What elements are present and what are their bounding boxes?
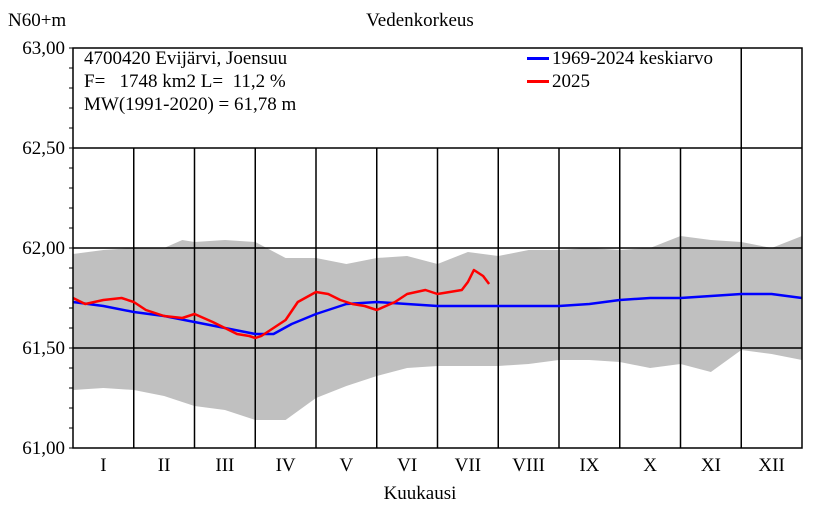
y-tick-label: 61,00 [22,438,65,459]
x-tick-label-X: X [643,455,657,476]
legend-swatch-2025 [527,80,549,83]
legend-swatch-mean [527,57,549,60]
x-tick-label-II: II [158,455,171,476]
series-line-mean [72,292,803,336]
x-tick-label-III: III [215,455,234,476]
station-mean: MW(1991-2020) = 61,78 m [84,94,297,115]
x-tick-label-VII: VII [455,455,481,476]
y-axis-label: N60+m [8,10,67,31]
station-name: 4700420 Evijärvi, Joensuu [84,48,288,69]
y-tick-label: 61,50 [22,338,65,359]
series-line-2025 [72,268,491,340]
plot-frame [72,47,803,449]
x-tick-label-VIII: VIII [512,455,545,476]
x-tick-label-XI: XI [701,455,721,476]
x-tick-label-I: I [100,455,106,476]
y-tick-label: 62,00 [22,238,65,259]
x-tick-label-IV: IV [276,455,296,476]
legend-item-mean: 1969-2024 keskiarvo [527,47,713,70]
x-axis-label: Kuukausi [383,483,457,504]
station-area: F= 1748 km2 L= 11,2 % [84,71,286,92]
legend: 1969-2024 keskiarvo 2025 [527,47,713,93]
chart-title: Vedenkorkeus [366,10,474,31]
y-tick-label: 62,50 [22,138,65,159]
legend-label-mean: 1969-2024 keskiarvo [552,48,713,69]
x-tick-label-XII: XII [758,455,784,476]
x-tick-label-VI: VI [397,455,417,476]
station-info: 4700420 Evijärvi, Joensuu F= 1748 km2 L=… [84,47,296,116]
x-tick-label-IX: IX [579,455,599,476]
x-tick-label-V: V [340,455,354,476]
legend-label-2025: 2025 [552,71,590,92]
y-tick-label: 63,00 [22,38,65,59]
legend-item-2025: 2025 [527,70,713,93]
